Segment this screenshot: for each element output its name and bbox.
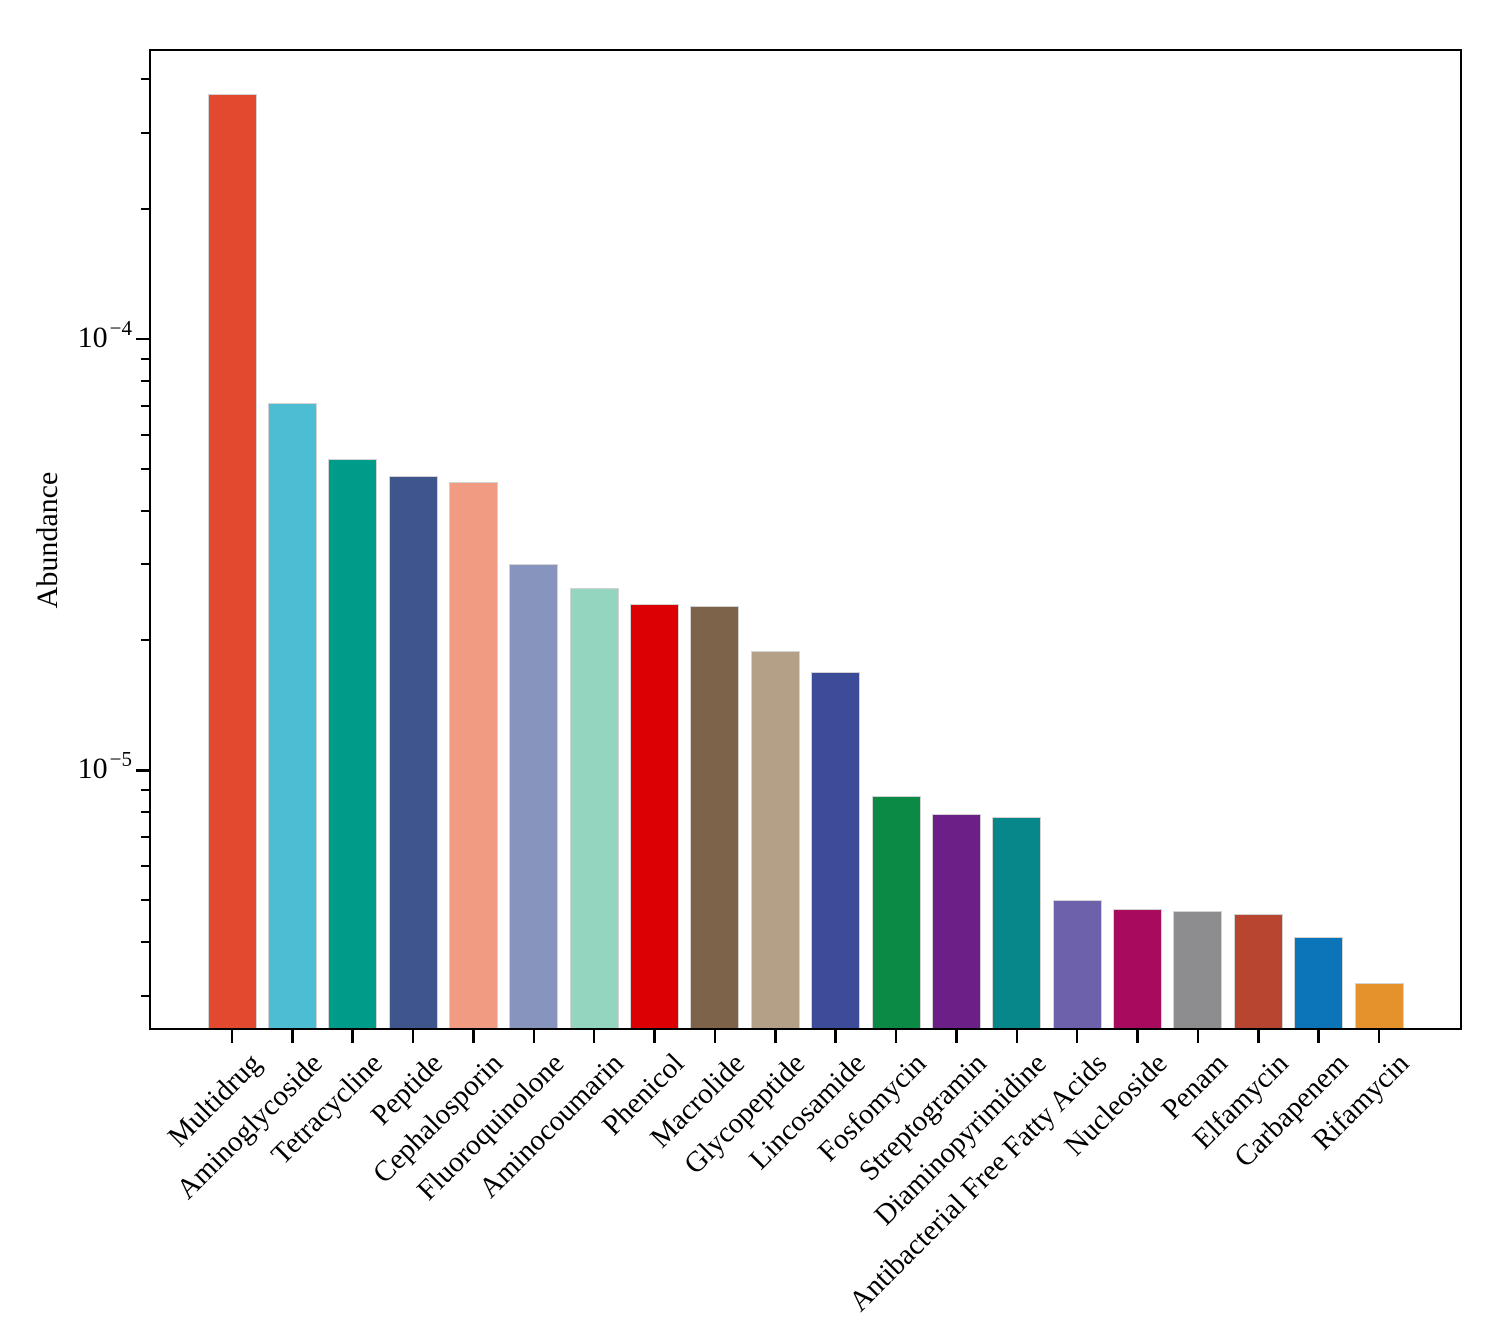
y-minor-tick <box>141 836 149 839</box>
plot-area <box>149 49 1462 1030</box>
x-tick <box>1317 1030 1320 1043</box>
y-minor-tick <box>141 940 149 943</box>
bar-aminoglycoside <box>267 403 317 1030</box>
y-minor-tick <box>141 864 149 867</box>
bar-macrolide <box>690 606 740 1030</box>
bar-aminocoumarin <box>569 587 619 1030</box>
x-tick <box>713 1030 717 1043</box>
bar-cephalosporin <box>448 482 498 1030</box>
y-minor-tick <box>141 467 149 470</box>
y-minor-tick <box>141 811 149 814</box>
x-tick <box>1377 1030 1381 1043</box>
x-tick <box>1196 1030 1200 1043</box>
y-minor-tick <box>141 994 149 997</box>
y-tick-base: 10 <box>77 320 108 354</box>
y-major-tick <box>136 769 149 772</box>
bar-tetracycline <box>328 458 378 1030</box>
x-tick <box>653 1030 656 1043</box>
x-tick <box>1257 1030 1260 1043</box>
y-tick-label: 10−4 <box>20 317 132 354</box>
x-tick <box>291 1030 294 1043</box>
bar-fluoroquinolone <box>509 564 559 1030</box>
bar-diaminopyrimidine <box>992 816 1042 1030</box>
bar-streptogramin <box>931 814 981 1030</box>
x-tick <box>1015 1030 1019 1043</box>
bar-antibacterial-free-fatty-acids <box>1052 900 1102 1030</box>
y-minor-tick <box>141 132 149 135</box>
bar-peptide <box>388 476 438 1030</box>
y-minor-tick <box>141 563 149 566</box>
y-major-tick <box>136 337 149 341</box>
y-minor-tick <box>141 404 149 407</box>
bar-phenicol <box>630 603 680 1030</box>
bar-carbapenem <box>1294 936 1344 1030</box>
y-minor-tick <box>141 789 149 792</box>
y-minor-tick <box>141 208 149 211</box>
y-tick-exponent: −5 <box>109 747 132 772</box>
bar-glycopeptide <box>750 651 800 1030</box>
y-minor-tick <box>141 433 149 436</box>
y-minor-tick <box>141 379 149 382</box>
y-minor-tick <box>141 357 149 360</box>
bar-rifamycin <box>1354 982 1404 1030</box>
x-tick <box>834 1030 837 1043</box>
x-tick <box>472 1030 475 1043</box>
bar-elfamycin <box>1233 913 1283 1030</box>
bar-lincosamide <box>811 671 861 1030</box>
y-tick-base: 10 <box>77 752 108 786</box>
y-minor-tick <box>141 899 149 902</box>
bar-multidrug <box>207 93 257 1030</box>
y-tick-exponent: −4 <box>109 315 132 340</box>
x-tick <box>894 1030 898 1043</box>
x-tick <box>1136 1030 1139 1043</box>
bar-fosfomycin <box>871 796 921 1030</box>
x-tick <box>351 1030 354 1043</box>
x-tick <box>230 1030 234 1043</box>
y-tick-label: 10−5 <box>20 749 132 786</box>
x-tick <box>411 1030 415 1043</box>
y-minor-tick <box>141 509 149 512</box>
x-tick <box>1075 1030 1079 1043</box>
bar-nucleoside <box>1113 908 1163 1030</box>
y-minor-tick <box>141 78 149 81</box>
x-tick <box>955 1030 958 1043</box>
y-minor-tick <box>141 639 149 642</box>
bar-penam <box>1173 910 1223 1030</box>
x-tick <box>532 1030 536 1043</box>
x-tick <box>774 1030 777 1043</box>
x-tick <box>592 1030 596 1043</box>
